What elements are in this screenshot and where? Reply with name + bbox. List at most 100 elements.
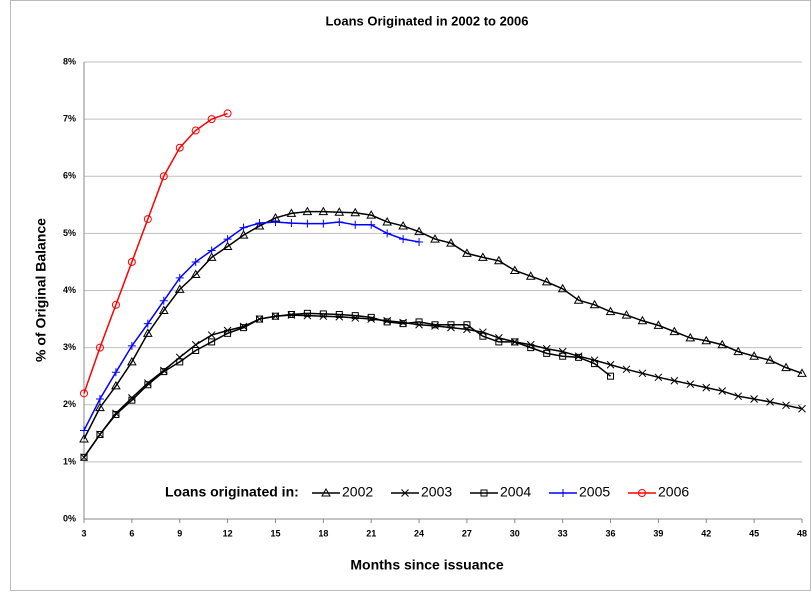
point — [669, 326, 680, 336]
point — [287, 310, 295, 318]
point — [175, 143, 184, 152]
point — [240, 324, 248, 332]
point — [143, 319, 152, 328]
point — [558, 347, 567, 356]
x-tick-label: 33 — [558, 528, 568, 538]
point — [559, 352, 567, 360]
point — [351, 220, 360, 229]
series — [80, 217, 424, 435]
x-tick-label: 36 — [606, 528, 616, 538]
point — [399, 320, 407, 328]
x-tick-label: 12 — [223, 528, 233, 538]
point — [621, 310, 632, 319]
point — [127, 341, 136, 350]
point — [414, 226, 424, 236]
point — [734, 392, 743, 401]
point — [366, 210, 377, 219]
point — [589, 299, 600, 309]
point — [542, 344, 551, 353]
point — [208, 338, 216, 346]
point — [573, 295, 584, 304]
point — [462, 248, 472, 257]
point — [271, 312, 279, 320]
x-tick-label: 39 — [653, 528, 663, 538]
point — [798, 404, 806, 413]
point — [95, 395, 104, 404]
point — [591, 360, 599, 368]
x-tick-label: 15 — [270, 528, 280, 538]
point — [480, 489, 488, 497]
legend-label: 2003 — [421, 484, 452, 500]
point — [685, 332, 696, 342]
series — [79, 206, 807, 443]
series-line — [83, 210, 803, 440]
point — [303, 309, 311, 317]
point — [509, 265, 520, 275]
point — [607, 372, 615, 380]
point — [463, 321, 471, 329]
x-tick-label: 48 — [797, 528, 807, 538]
point — [575, 353, 583, 361]
point — [638, 489, 646, 497]
point — [733, 346, 744, 356]
point — [559, 489, 567, 497]
y-tick-label: 7% — [63, 114, 76, 124]
point — [765, 355, 775, 364]
point — [302, 206, 313, 216]
point — [318, 206, 329, 216]
point — [222, 241, 233, 251]
point — [686, 380, 695, 389]
point — [207, 246, 216, 255]
point — [95, 402, 105, 412]
series — [80, 309, 615, 461]
point — [654, 373, 663, 382]
point — [191, 257, 200, 266]
point — [111, 380, 121, 390]
y-tick-label: 3% — [63, 342, 76, 352]
point — [637, 315, 648, 325]
chart-frame — [10, 0, 811, 591]
point — [80, 389, 88, 398]
point — [144, 381, 152, 389]
point — [383, 318, 391, 326]
legend-label: 2004 — [500, 484, 531, 500]
point — [223, 235, 232, 244]
point — [398, 220, 408, 230]
legend-title: Loans originated in: — [165, 484, 299, 500]
point — [175, 273, 184, 282]
point — [80, 453, 88, 461]
point — [750, 395, 758, 403]
point — [415, 318, 423, 326]
point — [493, 255, 504, 265]
point — [238, 230, 249, 239]
point — [191, 126, 200, 135]
point — [271, 217, 280, 226]
point — [749, 351, 759, 360]
x-tick-label: 30 — [510, 528, 520, 538]
x-tick-label: 9 — [177, 528, 182, 538]
series-line — [83, 221, 420, 431]
point — [447, 321, 455, 329]
point — [256, 315, 264, 323]
point — [622, 365, 631, 374]
point — [303, 219, 312, 228]
point — [670, 376, 679, 385]
y-tick-label: 8% — [63, 56, 76, 66]
point — [717, 339, 728, 349]
x-tick-label: 3 — [81, 528, 86, 538]
y-tick-label: 4% — [63, 285, 76, 295]
point — [479, 332, 487, 340]
point — [207, 115, 216, 124]
point — [494, 334, 503, 342]
point — [160, 368, 168, 376]
y-tick-label: 2% — [63, 399, 76, 409]
point — [319, 219, 328, 228]
point — [142, 328, 153, 337]
point — [781, 362, 791, 372]
x-tick-label: 42 — [701, 528, 711, 538]
point — [543, 349, 551, 357]
y-tick-label: 1% — [63, 456, 76, 466]
point — [321, 487, 331, 497]
point — [605, 306, 616, 316]
